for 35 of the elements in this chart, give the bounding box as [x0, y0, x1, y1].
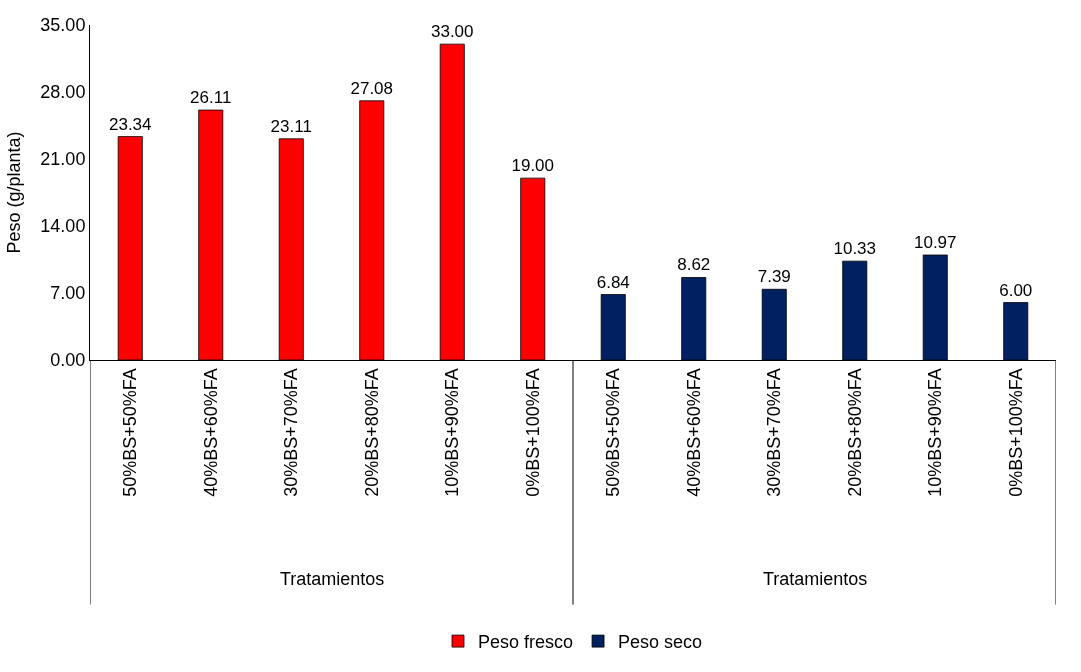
y-tick-label: 35.00 [40, 15, 86, 36]
y-tick-label: 0.00 [50, 350, 86, 371]
x-tick-label: 0%BS+100%FA [522, 368, 543, 497]
x-tick-label: 10%BS+90%FA [925, 368, 946, 497]
legend-label: Peso fresco [478, 632, 574, 653]
x-tick-label: 30%BS+70%FA [281, 368, 302, 497]
x-tick-label: 0%BS+100%FA [1005, 368, 1026, 497]
x-tick-label: 50%BS+50%FA [120, 368, 141, 497]
data-label: 10.97 [913, 233, 957, 252]
data-label: 10.33 [833, 239, 877, 259]
y-tick-label: 28.00 [40, 82, 86, 103]
legend-label: Peso seco [618, 632, 703, 653]
x-tick-label: 20%BS+80%FA [844, 368, 865, 497]
x-tick-label: 40%BS+60%FA [683, 368, 704, 497]
data-label: 26.11 [190, 88, 232, 108]
x-tick-label: 10%BS+90%FA [442, 368, 463, 497]
data-label: 7.39 [757, 267, 791, 287]
x-tick-label: 30%BS+70%FA [764, 368, 785, 497]
y-tick-label: 14.00 [40, 216, 86, 237]
x-tick-label: 20%BS+80%FA [361, 368, 382, 497]
text: Tratamientos [280, 569, 385, 589]
data-label: 33.00 [430, 22, 474, 42]
x-tick-label: 40%BS+60%FA [200, 368, 221, 497]
data-label: 23.11 [270, 116, 312, 136]
data-label: 6.00 [999, 280, 1033, 300]
data-label: 8.62 [677, 255, 711, 275]
data-label: 23.34 [108, 114, 152, 134]
text: Tratamientos [763, 569, 868, 589]
x-tick-label: 50%BS+50%FA [603, 368, 624, 497]
data-label: 6.84 [596, 272, 630, 292]
data-label: 19.00 [511, 156, 555, 176]
y-tick-label: 7.00 [50, 283, 86, 304]
y-axis-title: Peso (g/planta) [3, 131, 24, 254]
y-tick-label: 21.00 [40, 149, 86, 170]
data-label: 27.08 [350, 78, 394, 98]
